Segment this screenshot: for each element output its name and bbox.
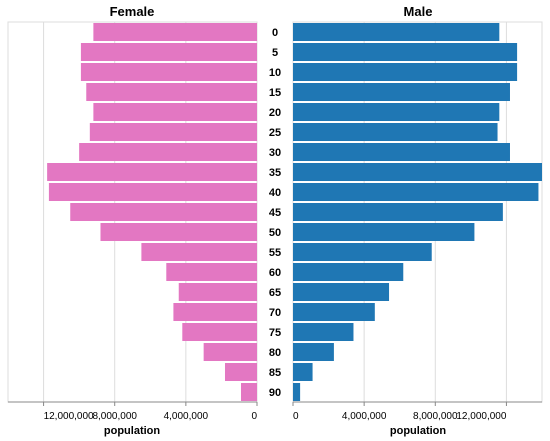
- female-bar-15: [86, 83, 257, 101]
- female-x-tick-label: 12,000,000: [44, 411, 94, 422]
- female-bar-65: [178, 283, 257, 301]
- male-bar-80: [293, 343, 334, 361]
- male-bar-20: [293, 103, 500, 121]
- male-x-tick-label: 0: [293, 411, 299, 422]
- female-x-tick-label: 0: [251, 411, 257, 422]
- female-bar-85: [224, 363, 257, 381]
- age-label-85: 85: [269, 367, 281, 379]
- age-label-50: 50: [269, 227, 281, 239]
- male-bar-50: [293, 223, 475, 241]
- female-panel-title: Female: [110, 4, 155, 19]
- age-label-45: 45: [269, 207, 281, 219]
- female-bar-90: [240, 383, 257, 401]
- age-label-5: 5: [272, 47, 278, 59]
- female-bar-45: [70, 203, 257, 221]
- female-bar-80: [203, 343, 257, 361]
- female-bar-70: [173, 303, 257, 321]
- male-bar-35: [293, 163, 542, 181]
- female-bars: [47, 23, 258, 401]
- age-label-75: 75: [269, 327, 281, 339]
- male-bar-75: [293, 323, 354, 341]
- age-group-labels: 0 5 10 15 20 25 30 35 40 45 50 55 60 65 70 75 80 85 90: [269, 27, 281, 399]
- age-label-90: 90: [269, 387, 281, 399]
- age-label-35: 35: [269, 167, 281, 179]
- female-bar-35: [47, 163, 257, 181]
- age-label-55: 55: [269, 247, 281, 259]
- male-bars: [293, 23, 542, 401]
- age-label-65: 65: [269, 287, 281, 299]
- male-bar-60: [293, 263, 404, 281]
- female-x-tick-label: 8,000,000: [92, 411, 137, 422]
- male-x-tick-label: 12,000,000: [456, 411, 506, 422]
- male-bar-10: [293, 63, 518, 81]
- female-bar-20: [93, 103, 257, 121]
- female-bar-75: [182, 323, 257, 341]
- female-bar-25: [89, 123, 257, 141]
- age-label-10: 10: [269, 67, 281, 79]
- age-label-70: 70: [269, 307, 281, 319]
- female-bar-55: [141, 243, 257, 261]
- female-bar-60: [166, 263, 257, 281]
- female-bar-30: [79, 143, 258, 161]
- female-bar-0: [93, 23, 257, 41]
- female-bar-5: [80, 43, 258, 61]
- male-bar-40: [293, 183, 539, 201]
- female-bar-50: [100, 223, 257, 241]
- age-label-20: 20: [269, 107, 281, 119]
- age-label-15: 15: [269, 87, 281, 99]
- male-bar-65: [293, 283, 390, 301]
- age-label-25: 25: [269, 127, 281, 139]
- male-panel-title: Male: [404, 4, 433, 19]
- age-label-60: 60: [269, 267, 281, 279]
- age-label-30: 30: [269, 147, 281, 159]
- female-bar-40: [48, 183, 258, 201]
- male-bar-15: [293, 83, 510, 101]
- male-bar-90: [293, 383, 301, 401]
- male-bar-30: [293, 143, 510, 161]
- male-x-tick-label: 8,000,000: [413, 411, 458, 422]
- male-x-tick-label: 4,000,000: [342, 411, 387, 422]
- female-x-axis-title: population: [104, 425, 160, 437]
- male-bar-85: [293, 363, 313, 381]
- male-bar-5: [293, 43, 518, 61]
- age-label-40: 40: [269, 187, 281, 199]
- male-bar-55: [293, 243, 432, 261]
- age-label-0: 0: [272, 27, 278, 39]
- age-label-80: 80: [269, 347, 281, 359]
- male-bar-45: [293, 203, 503, 221]
- male-bar-25: [293, 123, 498, 141]
- female-bar-10: [80, 63, 258, 81]
- male-bar-0: [293, 23, 500, 41]
- male-x-axis-title: population: [390, 425, 446, 437]
- male-bar-70: [293, 303, 375, 321]
- female-x-tick-label: 4,000,000: [164, 411, 209, 422]
